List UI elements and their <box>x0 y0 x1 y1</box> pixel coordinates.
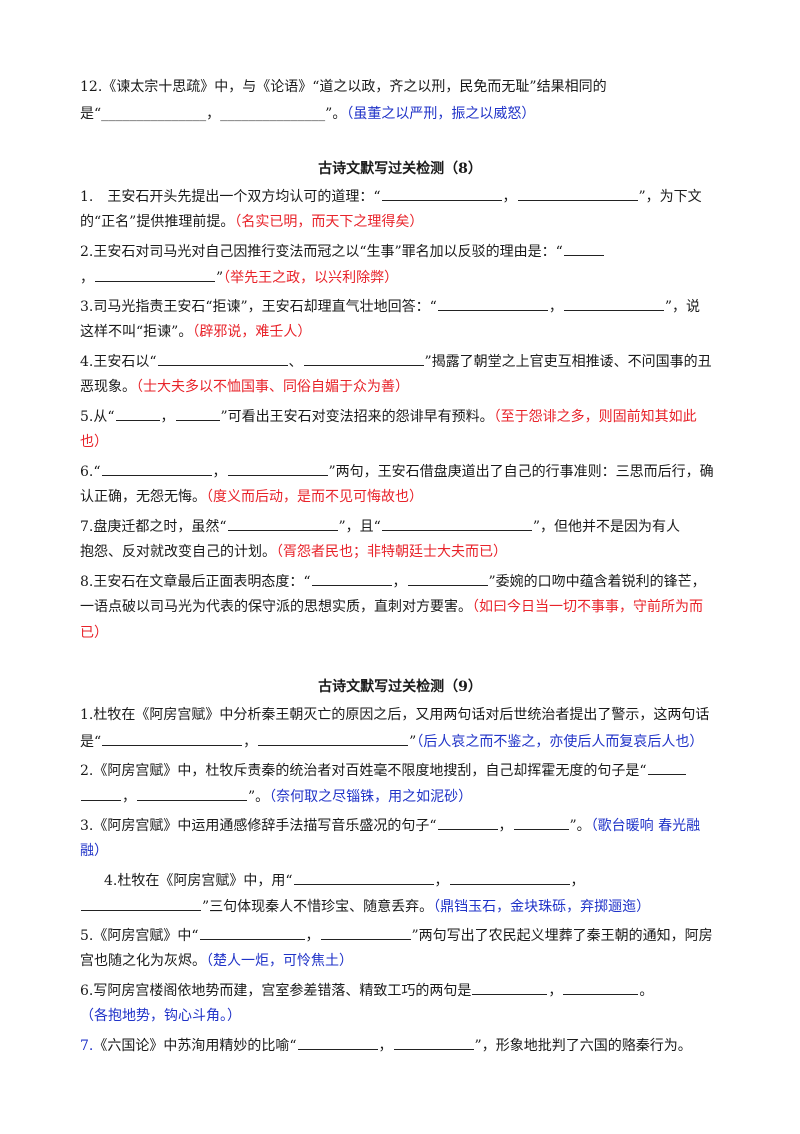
blank[interactable] <box>563 979 639 995</box>
blank[interactable] <box>199 924 305 940</box>
s9-q6-answer: （各抱地势，钩心斗角。） <box>80 1008 241 1024</box>
blank[interactable] <box>227 515 338 531</box>
s9-q3-line1: 3.《阿房宫赋》中运用通感修辞手法描写音乐盛况的句子“， ”。（歌台暖响 春光融 <box>80 814 730 837</box>
s8-q5-line2: 也） <box>80 431 730 453</box>
section-9-title: 古诗文默写过关检测（9） <box>318 679 482 695</box>
s9-q3-answer: （歌台暖响 春光融 <box>590 818 701 834</box>
s9-q7-number: 7. <box>80 1038 94 1054</box>
s8-q4-answer: （士大夫多以不恤国事、同俗自媚于众为善） <box>136 379 409 395</box>
s8-q4-line1: 4.王安石以“、 ”揭露了朝堂之上官吏互相推诿、不问国事的丑 <box>80 350 730 373</box>
blank[interactable] <box>95 266 215 282</box>
q12-text: 是“_______________，_______________”。 <box>80 106 347 122</box>
s8-q2-answer: （举先王之政，以兴利除弊） <box>223 270 399 286</box>
q12-answer: （虽董之以严刑，振之以威怒） <box>346 106 536 122</box>
s9-q3-line2: 融） <box>80 840 730 862</box>
s9-q1-line2: 是“， ”（后人哀之而不鉴之，亦使后人而复哀后人也） <box>80 730 730 753</box>
blank[interactable] <box>137 785 247 801</box>
s8-q2-line1: 2.王安石对司马光对自己因推行变法而冠之以“生事”罪名加以反驳的理由是：“ <box>80 240 730 263</box>
blank[interactable] <box>293 869 434 885</box>
blank[interactable] <box>647 759 686 775</box>
blank[interactable] <box>81 895 201 911</box>
blank[interactable] <box>393 1034 474 1050</box>
blank[interactable] <box>175 405 220 421</box>
s8-q4-line2: 恶现象。（士大夫多以不恤国事、同俗自媚于众为善） <box>80 379 409 395</box>
s8-q1-line2: 的“正名”提供推理前提。（名实已明，而天下之理得矣） <box>80 214 424 230</box>
blank[interactable] <box>517 185 638 201</box>
blank[interactable] <box>381 515 532 531</box>
blank[interactable] <box>381 185 502 201</box>
s8-q8-line3: 已） <box>80 622 730 644</box>
blank[interactable] <box>437 814 498 830</box>
s9-q5-line1: 5.《阿房宫赋》中“， ”两句写出了农民起义埋葬了秦王朝的通知，阿房 <box>80 924 730 947</box>
blank[interactable] <box>563 240 604 256</box>
s9-q2-answer: （奈何取之尽锱铢，用之如泥砂） <box>269 789 473 805</box>
s8-q7-line1: 7.盘庚迁都之时，虽然“ ”，且“ ”，但他并不是因为有人 <box>80 515 730 538</box>
s8-q7-answer: （胥怨者民也；非特朝廷士大夫而已） <box>276 544 507 560</box>
q12-line2: 是“_______________，_______________”。（虽董之以… <box>80 103 730 125</box>
s8-q5-line1: 5.从“， ”可看出王安石对变法招来的怨诽早有预料。（至于怨诽之多，则固前知其如此 <box>80 405 730 428</box>
blank[interactable] <box>81 785 121 801</box>
s9-q6-line1: 6.写阿房宫楼阁依地势而建，宫室参差错落、精致工巧的两句是，。 <box>80 979 730 1002</box>
s8-q6-answer: （度义而后动，是而不见可悔故也） <box>206 489 423 505</box>
blank[interactable] <box>115 405 160 421</box>
s8-q5-answer-cont: 也） <box>80 434 108 450</box>
s8-q8-answer: （如曰今日当一切不事事，守前所为而 <box>472 599 703 615</box>
s8-q8-line2: 一语点破以司马光为代表的保守派的思想实质，直刺对方要害。（如曰今日当一切不事事，… <box>80 599 703 615</box>
s9-q1-line1: 1.杜牧在《阿房宫赋》中分析秦王朝灭亡的原因之后，又用两句话对后世统治者提出了警… <box>80 707 710 723</box>
blank[interactable] <box>407 570 488 586</box>
s9-q4-line2: ”三句体现秦人不惜珍宝、随意丢弃。（鼎铛玉石，金块珠砾，弃掷逦迤） <box>80 895 730 918</box>
blank[interactable] <box>157 350 288 366</box>
s9-q6-line2: （各抱地势，钩心斗角。） <box>80 1005 730 1027</box>
blank[interactable] <box>320 924 411 940</box>
s8-q3-line1: 3.司马光指责王安石“拒谏”，王安石却理直气壮地回答：“， ”，说 <box>80 295 730 318</box>
blank[interactable] <box>472 979 548 995</box>
s8-q7-line2: 抱怨、反对就改变自己的计划。（胥怨者民也；非特朝廷士大夫而已） <box>80 544 507 560</box>
blank[interactable] <box>101 460 212 476</box>
s8-q5-answer: （至于怨诽之多，则固前知其如此 <box>493 409 697 425</box>
s9-q2-line2: ， ”。（奈何取之尽锱铢，用之如泥砂） <box>80 785 730 808</box>
s8-q3-line2: 这样不叫“拒谏”。（辟邪说，难壬人） <box>80 324 312 340</box>
s8-q1-answer: （名实已明，而天下之理得矣） <box>234 214 424 230</box>
blank[interactable] <box>227 460 328 476</box>
blank[interactable] <box>311 570 392 586</box>
s8-q8-answer-cont: 已） <box>80 625 108 641</box>
s9-q1-answer: （后人哀之而不鉴之，亦使后人而复哀后人也） <box>416 734 704 750</box>
blank[interactable] <box>437 295 548 311</box>
s9-q4-answer: （鼎铛玉石，金块珠砾，弃掷逦迤） <box>433 899 651 915</box>
s8-q6-line1: 6.“， ”两句，王安石借盘庚道出了自己的行事准则：三思而后行，确 <box>80 460 730 483</box>
section-8-title: 古诗文默写过关检测（8） <box>318 161 482 177</box>
s8-q6-line2: 认正确，无怨无悔。（度义而后动，是而不见可悔故也） <box>80 489 423 505</box>
s8-q8-line1: 8.王安石在文章最后正面表明态度：“， ”委婉的口吻中蕴含着锐利的锋芒， <box>80 570 730 593</box>
blank[interactable] <box>102 730 243 746</box>
q12-line1: 12.《谏太宗十思疏》中，与《论语》“道之以政，齐之以刑，民免而无耻”结果相同的 <box>80 79 607 95</box>
s9-q2-line1: 2.《阿房宫赋》中，杜牧斥责秦的统治者对百姓毫不限度地搜刮，自己却挥霍无度的句子… <box>80 759 730 782</box>
s9-q5-line2: 宫也随之化为灰烬。（楚人一炬，可怜焦土） <box>80 953 353 969</box>
blank[interactable] <box>303 350 424 366</box>
s9-q7-line1: 7.《六国论》中苏洵用精妙的比喻“， ”，形象地批判了六国的赂秦行为。 <box>80 1034 730 1057</box>
s8-q1-line1: 1. 王安石开头先提出一个双方均认可的道理：“， ”，为下文 <box>80 185 730 208</box>
s8-q3-answer: （辟邪说，难壬人） <box>192 324 312 340</box>
s9-q5-answer: （楚人一炬，可怜焦土） <box>206 953 353 969</box>
s9-q4-line1: 4.杜牧在《阿房宫赋》中，用“，， <box>104 869 754 892</box>
blank[interactable] <box>513 814 569 830</box>
blank[interactable] <box>449 869 570 885</box>
s9-q3-answer-cont: 融） <box>80 843 108 859</box>
blank[interactable] <box>297 1034 378 1050</box>
blank[interactable] <box>563 295 664 311</box>
s8-q2-line2: ， ”（举先王之政，以兴利除弊） <box>80 266 730 289</box>
blank[interactable] <box>258 730 409 746</box>
